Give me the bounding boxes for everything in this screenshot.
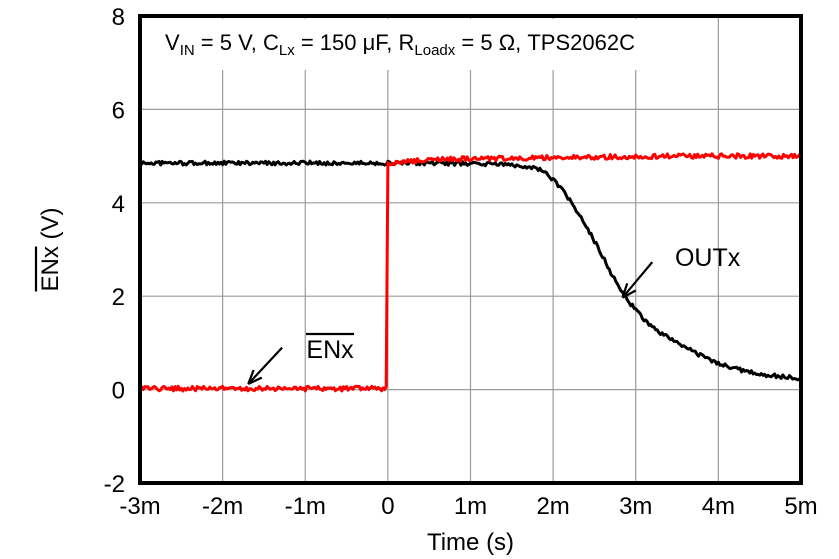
y-tick-label: 6 [112,97,125,124]
y-tick-label: 8 [112,4,125,31]
conditions-text-segment: = 5 V, C [195,30,279,55]
enx-pointer-arrow [247,346,283,385]
y-axis-title-suffix: (V) [37,207,64,246]
y-axis-title-text: ENx (V) [37,207,64,291]
conditions-subscript: Lx [279,42,295,59]
outx-trace-label: OUTx [675,244,741,272]
x-tick-label: 3m [619,493,652,520]
y-axis-title: ENx (V) [34,207,64,292]
conditions-subscript: IN [180,42,195,59]
x-tick-label: -2m [202,493,243,520]
arrow-barb [247,369,255,385]
x-tick-label: -3m [119,493,160,520]
trace-enx [138,152,803,393]
x-tick-label: 4m [702,493,735,520]
conditions-text-segment: = 5 Ω, TPS2062C [455,30,635,55]
x-tick-label: 5m [784,493,817,520]
conditions-subscript: Loadx [414,42,455,59]
enx-trace-label: ENx [306,336,354,364]
arrow-barb [247,376,263,385]
y-tick-label: 2 [112,284,125,311]
plot-frame [138,14,803,485]
arrow-barb [621,283,629,298]
x-axis-title: Time (s) [427,529,514,556]
conditions-text-segment: = 150 μF, R [295,30,415,55]
x-tick-label: 0 [381,493,394,520]
arrow-shaft [621,261,654,299]
y-tick-label: -2 [104,471,125,498]
y-tick-label: 4 [112,191,125,218]
arrow-shaft [247,346,283,385]
y-tick-label: 0 [112,378,125,405]
conditions-label: VIN = 5 V, CLx = 150 μF, RLoadx = 5 Ω, T… [165,30,635,59]
x-tick-label: 1m [454,493,487,520]
arrow-barb [622,289,637,299]
trace-outx [138,159,803,382]
x-tick-label: -1m [285,493,326,520]
x-tick-label: 2m [536,493,569,520]
y-axis-title-main: ENx [37,246,64,291]
conditions-text-segment: V [165,30,180,55]
conditions-background [142,19,655,70]
outx-pointer-arrow [621,261,654,299]
